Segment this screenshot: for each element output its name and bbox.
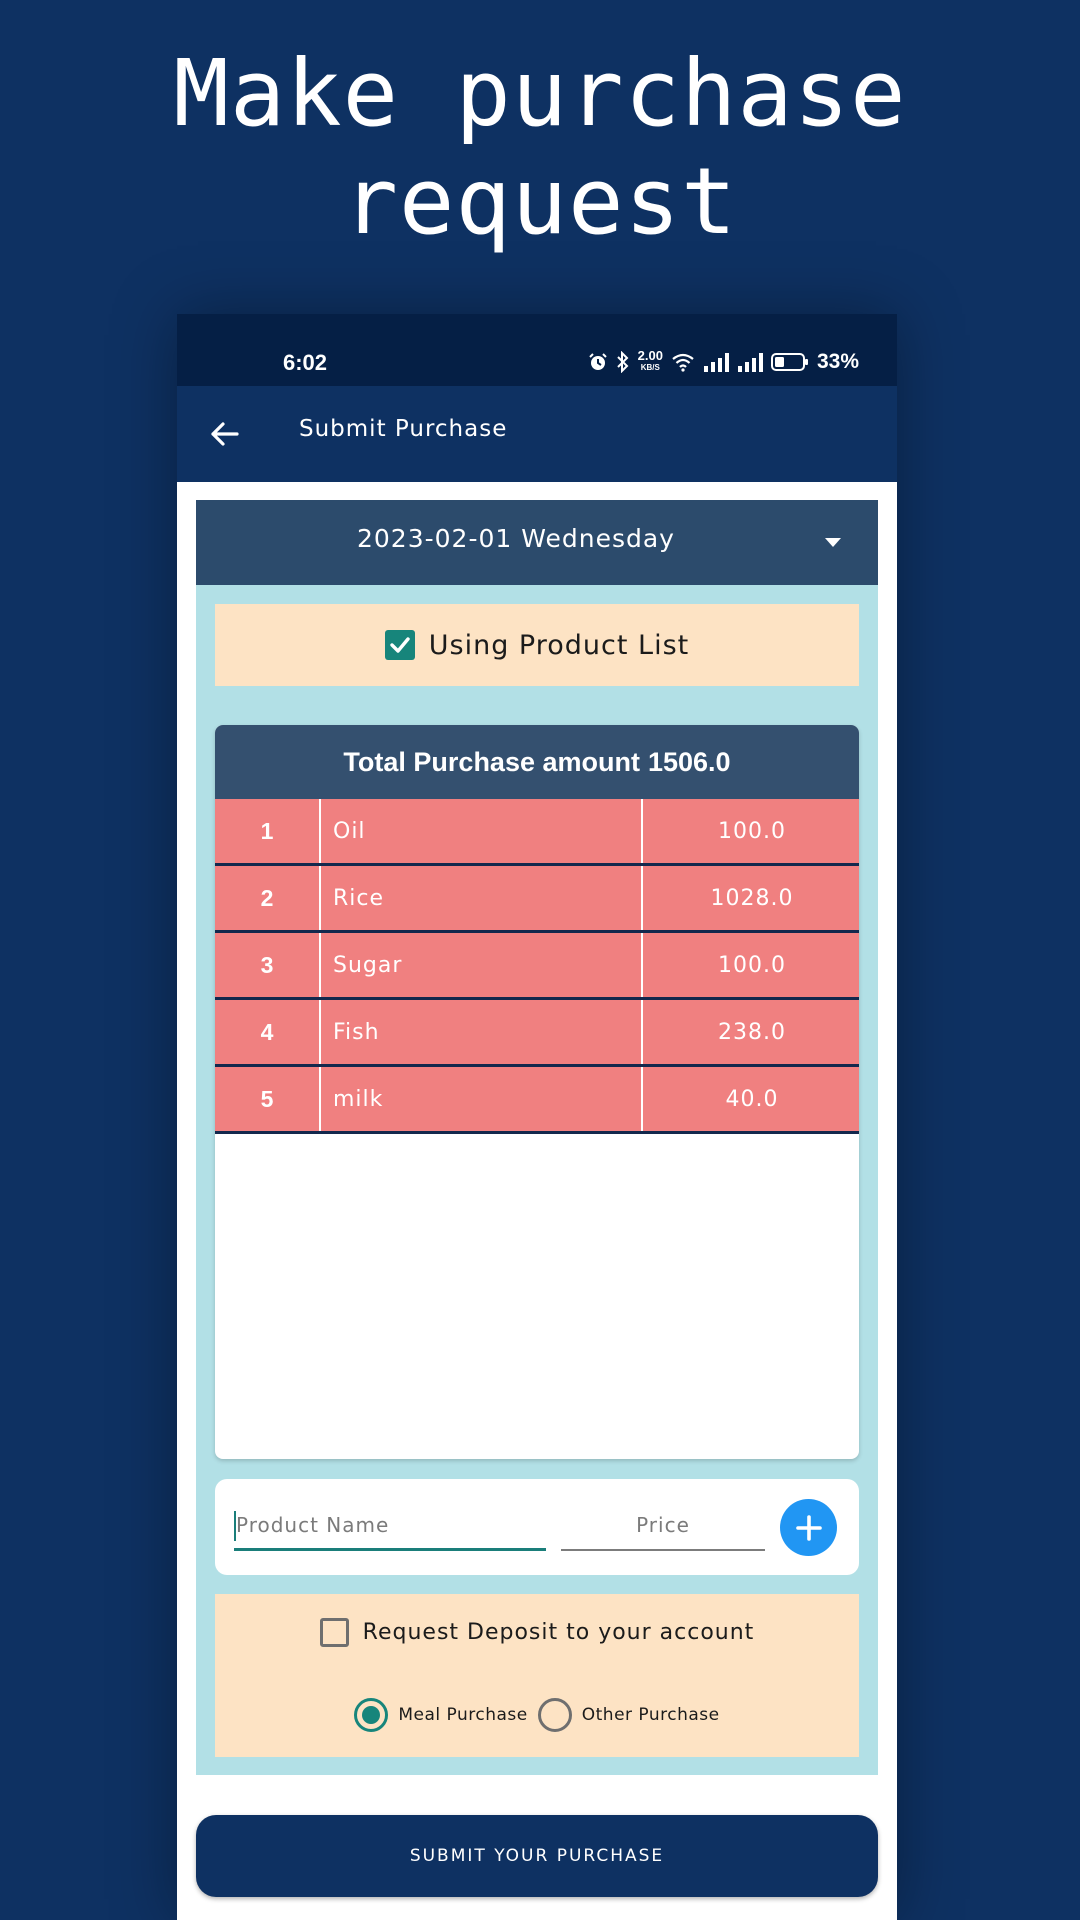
product-name: Sugar <box>323 933 643 997</box>
alarm-icon <box>588 352 608 372</box>
product-name: Rice <box>323 866 643 930</box>
table-row: 4 Fish 238.0 <box>215 1000 859 1067</box>
net-speed: 2.00 KB/S <box>637 348 663 372</box>
phone-screen: 6:02 2.00 KB/S 33% <box>177 314 897 1920</box>
row-number: 2 <box>215 866 321 930</box>
page-title: Submit Purchase <box>299 416 508 442</box>
dropdown-arrow-icon <box>825 538 841 547</box>
text-cursor <box>234 1511 236 1541</box>
add-product-button[interactable] <box>780 1499 837 1556</box>
other-purchase-label: Other Purchase <box>581 1705 720 1725</box>
deposit-label: Request Deposit to your account <box>362 1620 755 1645</box>
product-price: 238.0 <box>718 1019 786 1045</box>
content-panel: Using Product List Total Purchase amount… <box>196 585 878 1775</box>
row-number: 3 <box>215 933 321 997</box>
deposit-checkbox[interactable] <box>319 1618 349 1647</box>
purchase-total-header: Total Purchase amount 1506.0 <box>215 725 859 799</box>
product-list-label: Using Product List <box>428 629 690 661</box>
product-price: 100.0 <box>718 818 786 844</box>
purchase-type-radio-group: Meal Purchase Other Purchase <box>215 1698 859 1732</box>
table-row: 2 Rice 1028.0 <box>215 866 859 933</box>
other-purchase-radio[interactable] <box>537 1698 572 1732</box>
signal-icon <box>737 352 763 372</box>
signal-icon <box>703 352 729 372</box>
purchase-options: Request Deposit to your account Meal Pur… <box>215 1594 859 1757</box>
row-number: 5 <box>215 1067 321 1131</box>
product-price: 1028.0 <box>710 885 794 911</box>
arrow-left-icon <box>211 422 239 446</box>
back-button[interactable] <box>205 414 245 454</box>
product-price: 100.0 <box>718 952 786 978</box>
total-amount: 1506.0 <box>647 746 731 777</box>
check-icon <box>390 637 410 653</box>
plus-icon <box>795 1514 822 1541</box>
date-dropdown-value: 2023-02-01 Wednesday <box>357 524 675 553</box>
product-name: Oil <box>323 799 643 863</box>
status-time: 6:02 <box>283 350 328 375</box>
table-row: 5 milk 40.0 <box>215 1067 859 1134</box>
bluetooth-icon <box>616 351 630 373</box>
table-row: 3 Sugar 100.0 <box>215 933 859 1000</box>
status-icons: 2.00 KB/S 33% <box>588 348 859 376</box>
submit-purchase-button[interactable]: SUBMIT YOUR PURCHASE <box>196 1815 878 1897</box>
status-bar: 6:02 2.00 KB/S 33% <box>177 314 897 386</box>
deposit-toggle[interactable]: Request Deposit to your account <box>215 1618 859 1647</box>
product-name: milk <box>323 1067 643 1131</box>
wifi-icon <box>671 352 695 372</box>
battery-icon <box>770 352 809 372</box>
radio-dot <box>362 1706 381 1724</box>
product-list-toggle[interactable]: Using Product List <box>215 604 859 686</box>
row-number: 1 <box>215 799 321 863</box>
product-price: 40.0 <box>725 1086 779 1112</box>
promo-title: Make purchase request <box>173 40 907 255</box>
table-row: 1 Oil 100.0 <box>215 799 859 866</box>
purchase-table: Total Purchase amount 1506.0 1 Oil 100.0 2 R… <box>215 725 859 1459</box>
total-label: Total Purchase amount <box>343 746 640 777</box>
battery-percent: 33% <box>816 350 859 373</box>
app-bar: Submit Purchase <box>177 386 897 482</box>
product-list-checkbox[interactable] <box>384 630 415 660</box>
product-name-input[interactable] <box>234 1501 546 1551</box>
product-name: Fish <box>323 1000 643 1064</box>
meal-purchase-label: Meal Purchase <box>398 1705 528 1725</box>
meal-purchase-radio[interactable] <box>354 1698 389 1732</box>
date-dropdown[interactable]: 2023-02-01 Wednesday <box>196 500 878 585</box>
row-number: 4 <box>215 1000 321 1064</box>
add-product-card <box>215 1479 859 1575</box>
price-input[interactable] <box>561 1501 765 1551</box>
